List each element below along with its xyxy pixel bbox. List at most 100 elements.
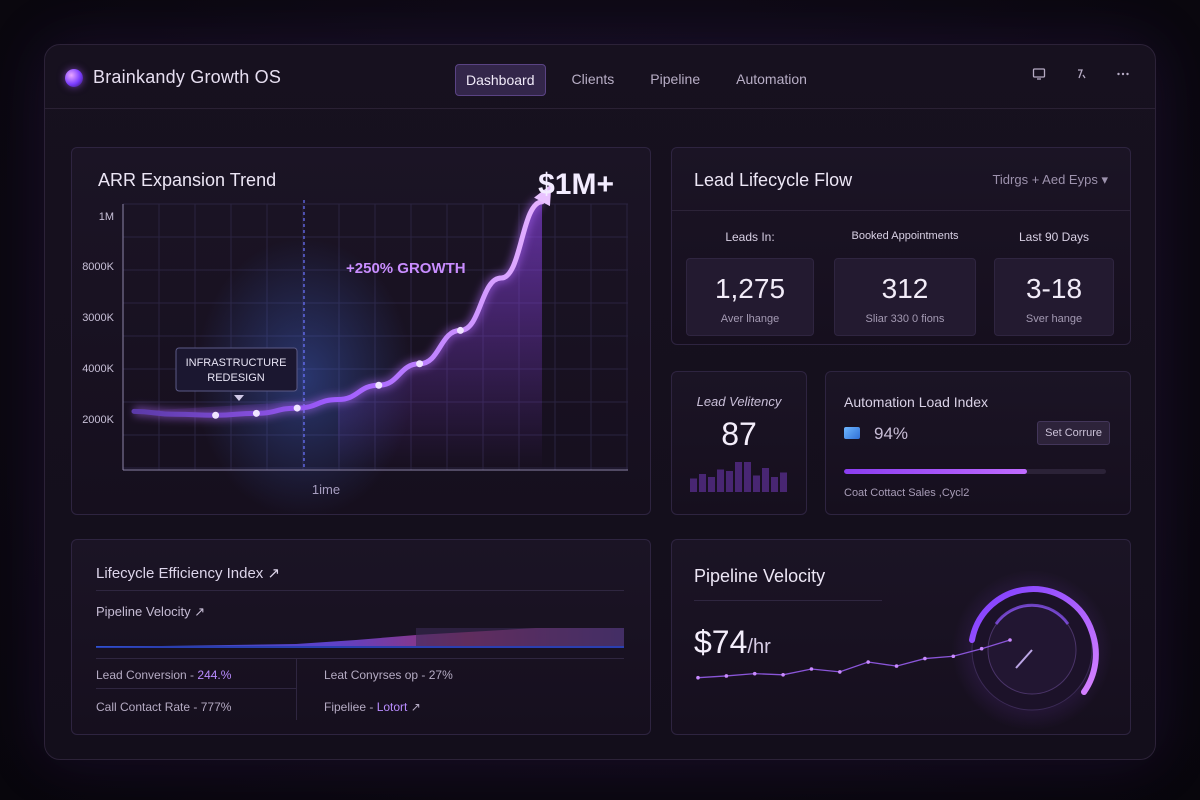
tab-pipeline[interactable]: Pipeline	[650, 71, 701, 87]
velocity-bar	[780, 472, 787, 492]
velocity-bar	[690, 478, 697, 492]
lead-conversion-value: 244.%	[197, 668, 232, 682]
tab-dashboard[interactable]: Dashboard	[455, 64, 546, 96]
trend-point	[752, 671, 757, 676]
data-point[interactable]	[375, 381, 383, 389]
call-contact-label: Call Contact Rate -	[96, 700, 201, 714]
y-tick-label: 8000K	[82, 261, 114, 273]
chevron-down-icon: ▾	[1101, 172, 1108, 187]
metric-value: 3-18	[1025, 273, 1083, 304]
annotation-line-2: REDESIGN	[207, 372, 265, 384]
main-nav: Dashboard Clients Pipeline Automation	[455, 64, 825, 96]
velocity-bar	[762, 468, 769, 492]
y-tick-label: 3000K	[82, 312, 114, 324]
pipeline-amount-row: $74/hr	[694, 624, 771, 661]
trend-arrow-icon: ↗	[194, 604, 206, 619]
divider	[694, 600, 882, 601]
data-point[interactable]	[456, 326, 464, 334]
trend-point	[696, 675, 700, 680]
lead-lifecycle-card: Lead Lifecycle Flow Tidrgs + Aed Eyps ▾ …	[671, 147, 1131, 345]
velocity-bar	[744, 462, 751, 492]
call-contact-stat: Call Contact Rate - 777%	[96, 700, 231, 714]
arr-trend-card: ARR Expansion Trend	[71, 147, 651, 515]
trend-point	[866, 660, 870, 664]
metric-booked-appointments: Booked Appointments 312 Sliar 330 0 fion…	[834, 212, 976, 336]
gauge-needle	[1015, 649, 1033, 669]
pipeline-velocity-card: Pipeline Velocity $74/hr	[671, 539, 1131, 735]
divider	[96, 590, 624, 591]
app-window: Brainkandy Growth OS Dashboard Clients P…	[44, 44, 1156, 760]
lead-conversion-stat: Lead Conversion - 244.%	[96, 668, 231, 682]
lead-conversion-label: Lead Conversion -	[96, 668, 198, 682]
automation-load-card: Automation Load Index 94% Set Corrure Co…	[825, 371, 1131, 515]
divider-vertical	[296, 658, 297, 720]
divider	[96, 658, 624, 659]
data-point[interactable]	[252, 409, 260, 417]
pipeline-trend-line	[697, 639, 1011, 679]
trend-point	[951, 654, 956, 659]
call-contact-value: 777%	[200, 700, 232, 714]
arr-area-fill	[134, 201, 542, 470]
pipeline-unit: /hr	[747, 636, 771, 658]
metric-sub: Aver lhange	[720, 313, 780, 325]
trend-point	[838, 670, 842, 674]
data-point[interactable]	[416, 360, 424, 368]
lifecycle-filter-dropdown[interactable]: Tidrgs + Aed Eyps ▾	[992, 172, 1108, 188]
data-point[interactable]	[293, 404, 301, 412]
gauge-arc	[969, 586, 1099, 695]
trend-point	[894, 664, 899, 668]
top-actions	[1029, 67, 1133, 84]
screen-share-icon[interactable]	[1029, 67, 1049, 84]
y-tick-label: 4000K	[82, 363, 114, 375]
annotation-line-1: INFRASTRUCTURE	[186, 357, 287, 369]
lifecycle-title: Lead Lifecycle Flow	[694, 170, 853, 190]
velocity-bar	[753, 475, 760, 492]
metric-last-90-days: Last 90 Days 3-18 Sver hange	[994, 212, 1114, 336]
tab-clients[interactable]: Clients	[571, 71, 615, 87]
trend-point	[979, 646, 984, 651]
trend-arrow-icon: ↗	[410, 700, 421, 714]
mail-icon	[844, 427, 860, 439]
growth-label: +250% GROWTH	[346, 260, 466, 277]
brand[interactable]: Brainkandy Growth OS	[65, 67, 281, 88]
automation-progress-track	[844, 469, 1106, 474]
lead-velocity-value: 87	[721, 416, 757, 452]
pipeline-velocity-label: Pipeline Velocity	[96, 604, 191, 619]
leat-conyrses-stat: Leat Conyrses op - 27%	[324, 668, 453, 682]
lead-velocity-card: Lead Velitency 87	[671, 371, 807, 515]
top-bar: Brainkandy Growth OS Dashboard Clients P…	[45, 45, 1155, 109]
arr-headline: $1M+	[538, 168, 614, 201]
trend-arrow-icon: ↗	[267, 565, 281, 582]
pipeline-lotort-stat: Fipeliee - Lotort ↗	[324, 700, 421, 714]
velocity-bar	[735, 462, 742, 492]
metric-label: Last 90 Days	[1018, 230, 1090, 244]
metric-label: Leads In:	[725, 230, 775, 244]
metric-leads-in: Leads In: 1,275 Aver lhange	[686, 212, 814, 336]
arr-chart: 1M 8000K 3000K 4000K 2000K +250% GROWTH $1M+…	[82, 168, 628, 514]
pipeline-amount: $74	[694, 624, 748, 660]
pipeline-chart	[696, 570, 1112, 730]
more-icon[interactable]	[1113, 67, 1133, 84]
pipeline-velocity-row: Pipeline Velocity ↗	[96, 604, 205, 620]
annotation-box[interactable]: INFRASTRUCTURE REDESIGN	[175, 347, 298, 401]
metric-sub: Sliar 330 0 fions	[865, 313, 945, 325]
automation-footer: Coat Cottact Sales ,Cycl2	[844, 487, 970, 499]
set-corrure-button[interactable]: Set Corrure	[1037, 421, 1110, 445]
trend-point	[1008, 638, 1012, 642]
divider	[672, 210, 1130, 211]
pipeline-title: Pipeline Velocity	[694, 566, 826, 586]
growth-arrowhead	[534, 184, 552, 207]
trend-point	[781, 673, 785, 677]
data-point[interactable]	[212, 411, 220, 419]
pipeline-lotort-value: Lotort	[376, 700, 408, 714]
automation-percent: 94%	[874, 424, 909, 443]
y-tick-label: 1M	[99, 211, 114, 223]
tab-automation[interactable]: Automation	[736, 71, 807, 87]
automation-title: Automation Load Index	[844, 394, 988, 410]
metric-value: 1,275	[714, 273, 786, 304]
arr-series-line	[131, 199, 545, 418]
user-icon[interactable]	[1071, 67, 1091, 84]
x-axis-label: 1ime	[312, 482, 340, 497]
velocity-bar	[717, 469, 724, 492]
efficiency-flow-bar	[96, 628, 624, 648]
